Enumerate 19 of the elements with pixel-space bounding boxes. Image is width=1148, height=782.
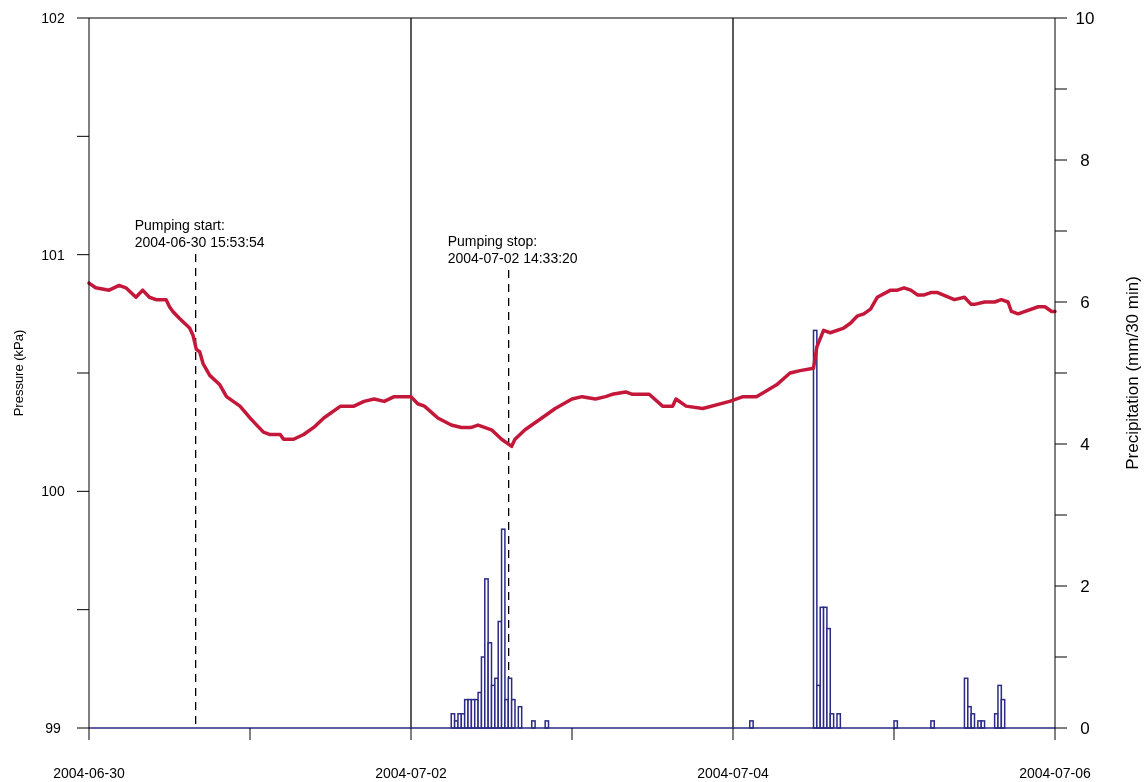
y2-tick-label: 8 — [1080, 151, 1090, 170]
y-tick-label: 101 — [41, 246, 65, 263]
x-tick-label: 2004-07-04 — [697, 765, 770, 781]
y-tick-label: 99 — [45, 720, 61, 736]
y2-tick-label: 6 — [1080, 293, 1090, 312]
x-tick-label: 2004-07-02 — [375, 765, 448, 781]
y-tick-label: 102 — [41, 10, 65, 26]
y-tick-label: 100 — [41, 483, 65, 500]
ref-line-label: Pumping stop: 2004-07-02 14:33:20 — [447, 233, 578, 266]
y2-axis-title: Precipitation (mm/30 min) — [1123, 276, 1142, 470]
y2-tick-label: 4 — [1080, 435, 1090, 454]
y2-tick-label: 10 — [1075, 9, 1095, 28]
x-tick-label: 2004-06-30 — [53, 765, 126, 781]
ref-line-label: Pumping start: 2004-06-30 15:53:54 — [134, 217, 265, 250]
y2-tick-label: 0 — [1080, 719, 1090, 738]
y-axis-title: Pressure (kPa) — [11, 329, 26, 417]
line-series — [87, 281, 1057, 449]
x-tick-label: 2004-07-06 — [1019, 765, 1092, 781]
y2-tick-label: 2 — [1080, 577, 1090, 596]
